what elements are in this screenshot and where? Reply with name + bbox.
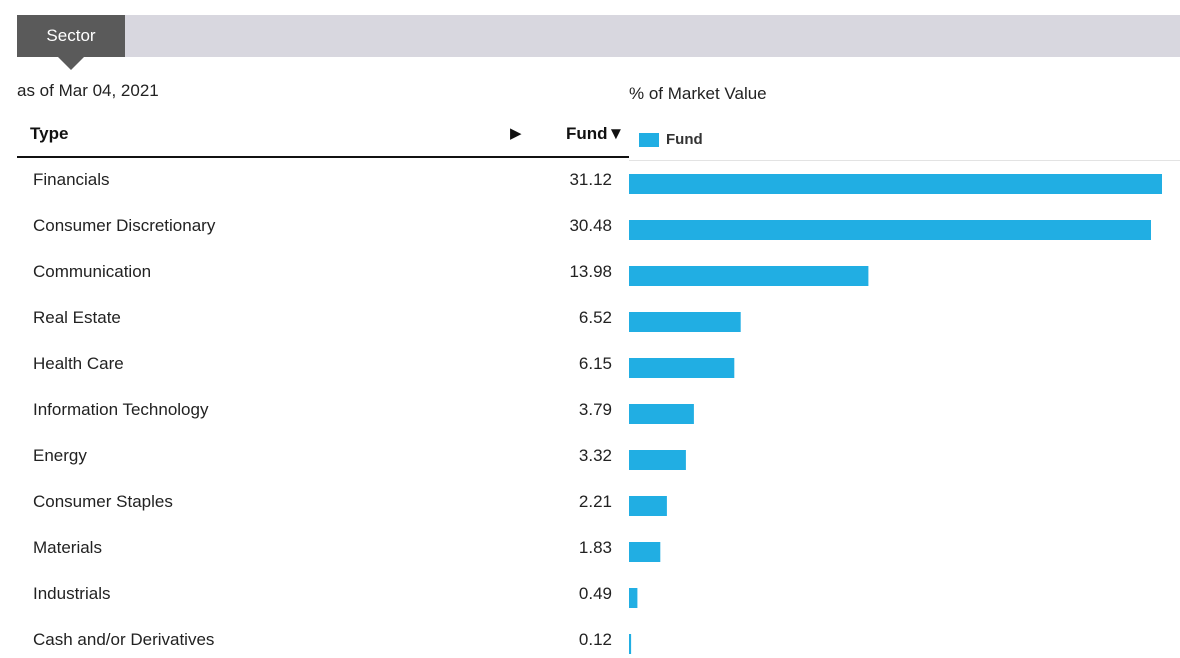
sector-name: Health Care [33, 354, 124, 373]
fund-value: 31.12 [569, 170, 612, 189]
chart-top-border [629, 160, 1180, 161]
sector-name: Consumer Discretionary [33, 216, 216, 235]
sector-bar-chart [629, 174, 1162, 654]
fund-value: 6.15 [578, 354, 612, 373]
tab-bar: Sector [17, 15, 1180, 70]
bar-health-care[interactable] [629, 358, 735, 378]
bar-consumer-staples[interactable] [629, 496, 667, 516]
table-row: Materials 1.83 [17, 528, 629, 574]
table-row: Industrials 0.49 [17, 574, 629, 620]
bar-energy[interactable] [629, 450, 686, 470]
chart-title: % of Market Value [629, 84, 767, 103]
sector-name: Financials [33, 170, 110, 189]
sector-name: Information Technology [33, 400, 209, 419]
expand-arrow-icon[interactable]: ▶ [510, 125, 522, 142]
as-of-date: as of Mar 04, 2021 [17, 81, 159, 100]
table-row: Real Estate 6.52 [17, 298, 629, 344]
sector-name: Real Estate [33, 308, 121, 327]
table-row: Consumer Staples 2.21 [17, 482, 629, 528]
active-tab-caret [58, 57, 84, 70]
tab-sector[interactable]: Sector [17, 15, 125, 57]
legend-swatch-fund [639, 132, 659, 147]
column-header-fund-sort[interactable]: Fund▼ [566, 124, 625, 143]
bar-cash-and-or-derivatives[interactable] [629, 634, 632, 654]
column-header-type[interactable]: Type [30, 124, 69, 143]
table-row: Communication 13.98 [17, 252, 629, 298]
sector-name: Industrials [33, 584, 111, 603]
sector-name: Materials [33, 538, 102, 557]
sector-name: Cash and/or Derivatives [33, 630, 215, 649]
bar-communication[interactable] [629, 266, 869, 286]
bar-real-estate[interactable] [629, 312, 741, 332]
table-row: Cash and/or Derivatives 0.12 [17, 620, 629, 658]
fund-value: 1.83 [578, 538, 612, 557]
fund-value: 3.79 [578, 400, 612, 419]
fund-value: 30.48 [569, 216, 612, 235]
fund-value: 3.32 [578, 446, 612, 465]
table-row: Energy 3.32 [17, 436, 629, 482]
table-row: Health Care 6.15 [17, 344, 629, 390]
table-row: Financials 31.12 [17, 160, 629, 206]
chart-legend: Fund [639, 131, 703, 148]
bar-consumer-discretionary[interactable] [629, 220, 1151, 240]
bar-financials[interactable] [629, 174, 1162, 194]
fund-value: 2.21 [578, 492, 612, 511]
bar-materials[interactable] [629, 542, 661, 562]
sector-name: Communication [33, 262, 152, 281]
table-row: Consumer Discretionary 30.48 [17, 206, 629, 252]
fund-value: 0.12 [578, 630, 612, 649]
sector-name: Consumer Staples [33, 492, 173, 511]
header-divider [17, 156, 629, 158]
fund-value: 0.49 [578, 584, 612, 603]
fund-value: 6.52 [578, 308, 612, 327]
table-row: Information Technology 3.79 [17, 390, 629, 436]
legend-label-fund: Fund [666, 131, 703, 148]
fund-value: 13.98 [569, 262, 612, 281]
sector-name: Energy [33, 446, 87, 465]
bar-information-technology[interactable] [629, 404, 694, 424]
bar-industrials[interactable] [629, 588, 638, 608]
